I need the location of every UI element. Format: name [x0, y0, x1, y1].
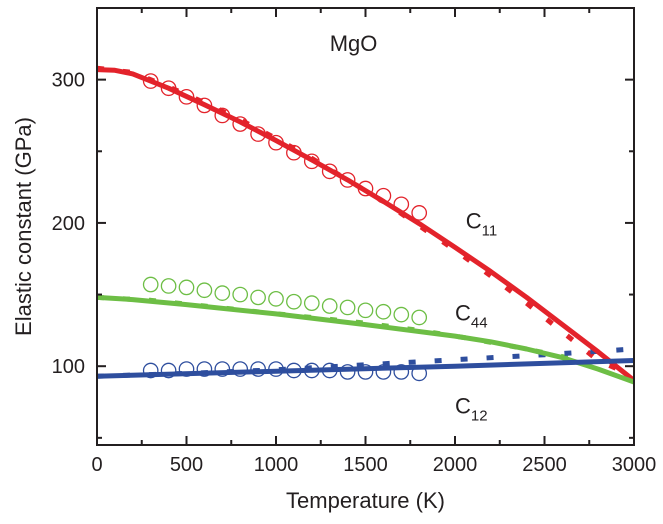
c12-data-point [142, 362, 159, 379]
x-axis-title: Temperature (K) [286, 488, 445, 513]
y-axis-title: Elastic constant (GPa) [11, 117, 36, 336]
c44-data-point [321, 298, 338, 314]
c44-data-point [268, 291, 284, 307]
c12-data-point [178, 361, 195, 377]
y-tick-label: 300 [52, 70, 85, 92]
x-tick-label: 0 [91, 454, 102, 476]
axis-ticks: 0 500 1000 1500 2000 2500 3000 100 200 300 [52, 7, 657, 476]
c44-data-point [178, 279, 195, 296]
c44-data-point [142, 276, 159, 293]
x-tick-label: 500 [170, 454, 203, 476]
c44-data-point [160, 278, 177, 294]
c44-data-point [196, 282, 213, 299]
x-tick-label: 3000 [612, 454, 657, 476]
y-tick-label: 100 [52, 356, 85, 378]
c11-dashed-line [97, 65, 634, 379]
c44-data-point [303, 295, 320, 312]
c12-data-point [339, 364, 356, 380]
annotation-c12: C12 [455, 393, 488, 424]
plot-data-layer [97, 65, 634, 385]
c12-data-point [393, 364, 410, 380]
c12-data-point [214, 361, 231, 377]
annotation-c44: C44 [455, 300, 488, 331]
c44-data-point [375, 303, 392, 320]
c12-data-point [160, 362, 177, 379]
c44-data-point [393, 306, 410, 323]
c11-data-point [142, 73, 159, 89]
annotation-mgo: MgO [330, 31, 378, 56]
y-tick-label: 200 [52, 213, 85, 235]
c44-data-point [357, 302, 374, 319]
c12-data-point [196, 361, 213, 377]
x-tick-label: 2500 [522, 454, 567, 476]
c44-data-point [339, 299, 356, 316]
c12-data-point [357, 364, 374, 380]
c11-data-point [178, 88, 195, 105]
x-tick-label: 1000 [254, 454, 299, 476]
c44-data-point [214, 285, 231, 301]
c44-data-point [286, 293, 302, 310]
x-tick-label: 1500 [343, 454, 388, 476]
x-tick-label: 2000 [433, 454, 478, 476]
c44-data-point [411, 309, 428, 326]
c44-dashed-line [97, 294, 581, 363]
c44-data-point [250, 289, 266, 306]
c11-data-point [411, 205, 428, 221]
c11-data-point [339, 172, 356, 188]
annotation-c11: C11 [466, 209, 497, 240]
c11-solid-line [97, 67, 634, 383]
c44-data-point [232, 286, 249, 303]
c12-solid-line [97, 358, 634, 379]
annotations: MgO C11 C44 C12 [330, 31, 498, 424]
